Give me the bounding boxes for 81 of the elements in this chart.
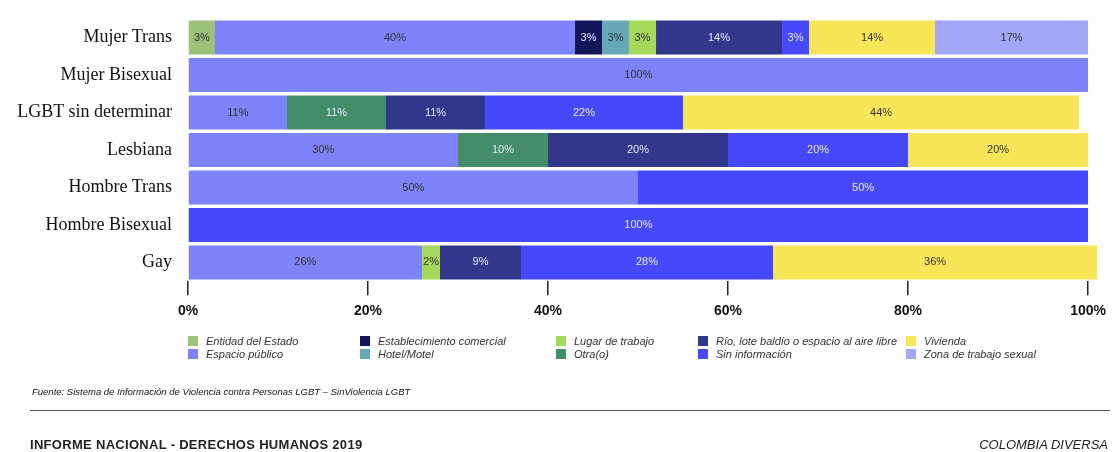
x-tick-label: 20% [353, 302, 383, 319]
y-tick-label: Mujer Bisexual [60, 63, 172, 84]
bar [188, 132, 459, 168]
bar [188, 57, 1089, 93]
data-label: 3% [607, 30, 624, 43]
data-label: 44% [870, 105, 893, 118]
data-label: 3% [634, 30, 651, 43]
bar [908, 132, 1089, 168]
legend-label: Río, lote baldío o espacio al aire libre [716, 334, 897, 347]
y-tick-label: Gay [142, 251, 172, 272]
x-tick-label: 80% [894, 302, 923, 319]
legend-label: Zona de trabajo sexual [924, 347, 1036, 360]
y-tick-label: Hombre Bisexual [45, 213, 172, 234]
legend-label: Establecimiento comercial [378, 334, 506, 347]
legend-label: Lugar de trabajo [574, 334, 655, 347]
legend-label: Entidad del Estado [206, 334, 299, 347]
bar [386, 95, 486, 130]
bar [188, 20, 215, 55]
y-tick-label: LGBT sin determinar [17, 101, 172, 122]
data-label: 36% [924, 255, 947, 268]
text: INFORME NACIONAL - DERECHOS HUMANOS 2019 [30, 437, 363, 452]
bar [638, 170, 1089, 205]
data-label: 14% [861, 30, 884, 43]
data-label: 20% [987, 143, 1010, 156]
bar [602, 20, 630, 55]
data-label: 3% [787, 30, 804, 43]
data-label: 22% [573, 105, 596, 118]
text: COLOMBIA DIVERSA [979, 437, 1108, 452]
bar [188, 207, 1089, 243]
data-label: 11% [424, 105, 447, 118]
legend-label: Otra(o) [574, 347, 609, 360]
legend-label: Vivienda [924, 334, 966, 347]
x-tick-label: 0% [177, 302, 199, 319]
y-tick-label: Mujer Trans [83, 26, 172, 47]
data-label: 2% [423, 255, 440, 268]
data-label: 100% [624, 218, 653, 230]
data-label: 26% [294, 255, 317, 268]
data-label: 20% [807, 143, 830, 156]
data-label: 30% [312, 143, 335, 156]
data-label: 20% [627, 143, 650, 156]
bar [521, 245, 774, 280]
data-label: 28% [636, 255, 659, 268]
legend-label: Espacio público [206, 347, 284, 360]
legend-label: Hotel/Motel [378, 347, 434, 360]
y-tick-label: Lesbiana [107, 138, 173, 159]
bar [458, 132, 549, 168]
bar [773, 245, 1098, 280]
data-label: 40% [383, 30, 407, 43]
y-tick-label: Hombre Trans [68, 176, 172, 197]
legend-label: Sin información [716, 347, 792, 360]
bar [629, 20, 657, 55]
bar [188, 245, 423, 280]
bar [485, 95, 684, 130]
bar [656, 20, 783, 55]
x-tick-label: 40% [534, 302, 563, 319]
bar [782, 20, 810, 55]
data-label: 11% [325, 105, 348, 118]
data-label: 9% [472, 255, 489, 268]
data-label: 3% [580, 30, 597, 43]
data-label: 11% [227, 105, 249, 118]
x-tick-label: 60% [714, 302, 743, 319]
bar [440, 245, 522, 280]
data-label: 3% [193, 30, 211, 43]
data-label: 50% [402, 180, 425, 193]
source-note: Fuente: Sistema de Información de Violencia contra Personas LGBT – SinViolencia LGBT [32, 386, 411, 397]
bar [728, 132, 909, 168]
bar [188, 95, 287, 130]
x-tick-label: 100% [1070, 302, 1107, 319]
bar [548, 132, 729, 168]
bar [809, 20, 936, 55]
bar [935, 20, 1089, 55]
bar [575, 20, 603, 55]
bar [683, 95, 1080, 130]
data-label: 10% [492, 143, 515, 156]
bar [188, 170, 639, 205]
data-label: 100% [624, 68, 653, 81]
data-label: 17% [1000, 30, 1023, 43]
bar [215, 20, 576, 55]
data-label: 14% [708, 30, 731, 43]
bar [287, 95, 387, 130]
data-label: 50% [852, 180, 875, 193]
